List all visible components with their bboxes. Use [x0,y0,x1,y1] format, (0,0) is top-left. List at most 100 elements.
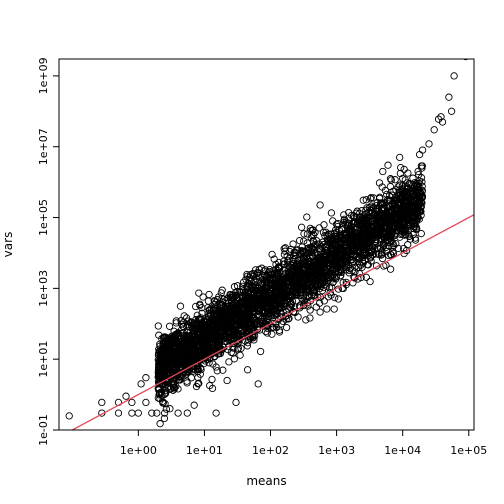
data-point [174,385,182,393]
data-point [290,256,298,264]
data-point [387,176,395,184]
data-point [174,409,182,417]
data-point [306,245,314,253]
data-point [425,140,433,148]
data-point [341,234,349,243]
data-point [158,373,166,382]
data-point [369,204,377,213]
data-point [400,191,409,199]
data-point [170,327,178,335]
data-point [450,72,458,80]
data-point [187,374,196,382]
data-point [172,319,180,327]
data-point [166,369,174,377]
data-point [355,241,363,249]
data-point [333,250,341,258]
data-point [400,231,408,239]
data-point [308,243,316,252]
data-point [222,297,230,305]
data-point [148,409,156,417]
data-point [396,220,404,229]
data-point [202,346,210,354]
data-point [244,339,252,347]
data-point [323,272,332,280]
data-point [337,272,345,280]
data-point [213,341,221,349]
data-point [160,339,169,347]
data-point [381,234,389,242]
data-point [393,204,401,213]
data-point [277,275,286,284]
data-point [270,255,278,263]
data-point [160,409,169,417]
data-point [410,196,418,205]
data-point [276,269,284,277]
data-point [298,247,306,255]
data-point [328,248,336,256]
data-point [195,289,203,297]
data-point [186,344,194,352]
data-point [384,161,392,169]
data-point [205,359,213,367]
data-point [166,405,174,413]
data-point [337,225,346,234]
data-point [163,339,171,347]
data-point [114,409,123,417]
data-point [134,409,142,417]
data-point [177,372,185,381]
data-point [160,334,168,342]
data-point [246,318,254,326]
data-point [241,313,249,321]
data-point [225,332,233,341]
data-point [190,365,198,374]
data-point [336,240,344,248]
data-point [418,192,427,201]
data-point [340,247,348,256]
data-point [185,323,194,331]
data-point [403,196,411,204]
data-point [316,284,324,293]
data-point [399,174,407,183]
data-point [385,238,393,247]
data-point [169,354,177,362]
data-point [153,409,161,417]
data-point [223,324,231,332]
data-point [315,264,324,272]
data-point [455,43,461,49]
data-point [154,360,163,368]
data-point [279,317,287,326]
data-point [276,302,284,310]
data-point [392,203,400,211]
data-point [397,163,405,172]
data-point [192,302,200,311]
y-tick-label: 1e+07 [37,128,50,165]
data-point [190,401,198,409]
data-point [411,234,419,242]
data-point [364,224,372,232]
data-point [372,212,380,220]
data-point [189,321,197,329]
data-point [379,210,387,218]
data-point [158,397,167,406]
data-point [418,146,427,154]
data-point [351,218,359,226]
data-point [156,390,164,398]
data-point [414,167,422,176]
data-point [162,405,171,413]
data-point [312,303,320,311]
data-point [242,294,251,303]
data-point [128,409,136,417]
data-point [262,312,270,320]
data-point [284,273,292,281]
data-point [434,115,443,123]
data-point [224,308,233,316]
data-point [353,224,362,232]
data-point [293,288,301,296]
data-point [241,305,250,313]
data-point [344,247,353,255]
data-point [207,317,215,326]
data-point [343,220,351,228]
data-point [254,268,262,277]
data-point [353,207,361,215]
data-point [238,282,247,290]
